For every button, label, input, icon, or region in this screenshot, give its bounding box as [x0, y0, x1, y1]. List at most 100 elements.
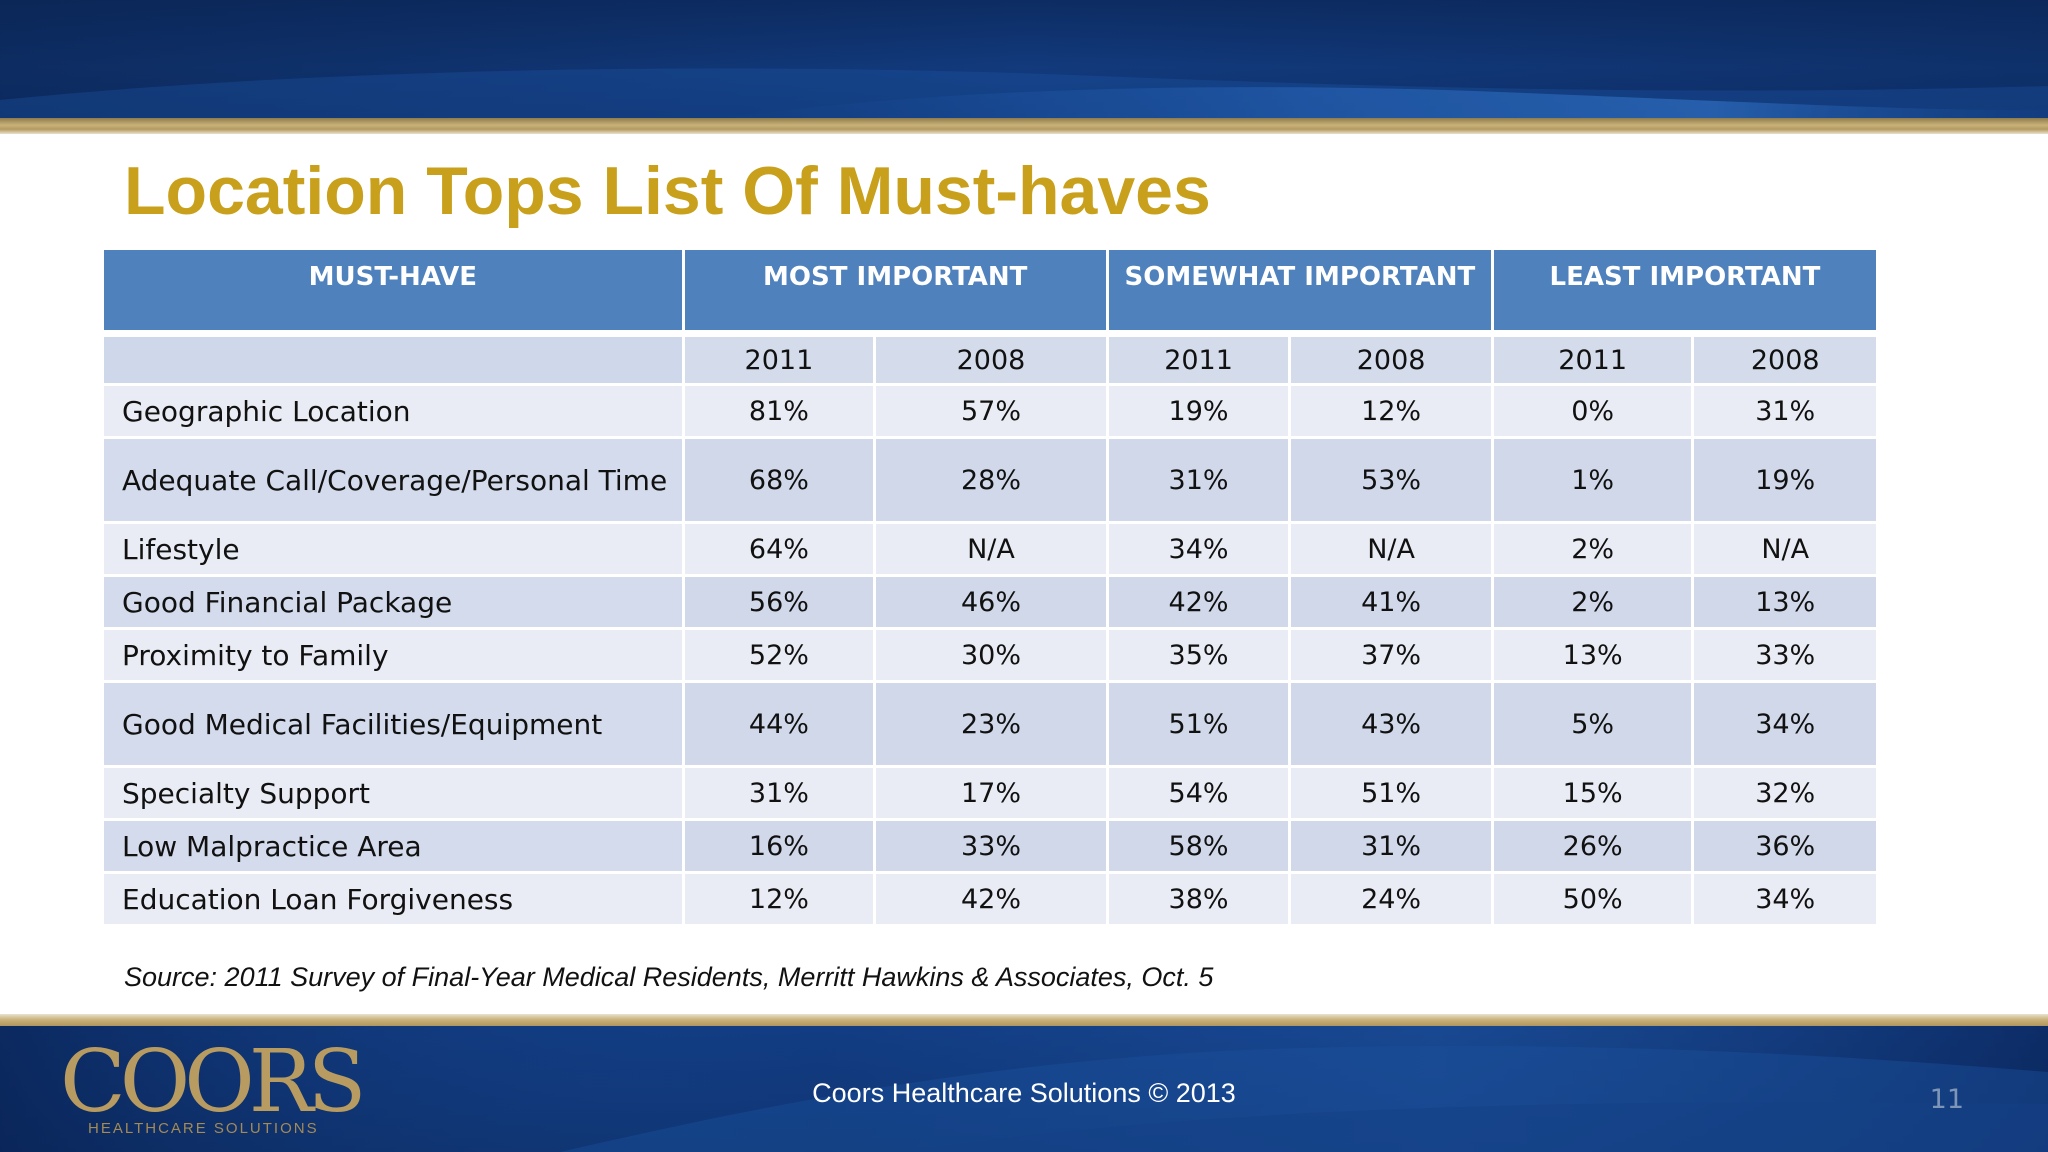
- cell-value: 58%: [1108, 821, 1289, 871]
- cell-value: 31%: [684, 768, 874, 818]
- year-cell: 2011: [1493, 337, 1692, 383]
- footer-copyright: Coors Healthcare Solutions © 2013: [812, 1078, 1236, 1108]
- cell-value: 44%: [684, 683, 874, 765]
- year-empty-cell: [104, 337, 682, 383]
- cell-value: 81%: [684, 386, 874, 436]
- cell-value: 46%: [876, 577, 1106, 627]
- cell-value: 19%: [1108, 386, 1289, 436]
- row-label: Adequate Call/Coverage/Personal Time: [104, 439, 682, 521]
- header-most-important: MOST IMPORTANT: [684, 250, 1106, 330]
- cell-value: 42%: [876, 874, 1106, 924]
- cell-value: 28%: [876, 439, 1106, 521]
- table-gap: [104, 333, 1876, 334]
- cell-value: 26%: [1493, 821, 1692, 871]
- cell-value: 56%: [684, 577, 874, 627]
- cell-value: 0%: [1493, 386, 1692, 436]
- cell-value: 17%: [876, 768, 1106, 818]
- table-gap-row: [104, 333, 1876, 334]
- cell-value: 35%: [1108, 630, 1289, 680]
- bottom-gold-band: [0, 1014, 2048, 1028]
- cell-value: 68%: [684, 439, 874, 521]
- table-header-row: MUST-HAVE MOST IMPORTANT SOMEWHAT IMPORT…: [104, 250, 1876, 330]
- row-label: Lifestyle: [104, 524, 682, 574]
- logo-wordmark: COORS: [60, 1032, 366, 1132]
- cell-value: 41%: [1291, 577, 1491, 627]
- source-citation: Source: 2011 Survey of Final-Year Medica…: [124, 962, 1214, 992]
- must-have-table: MUST-HAVE MOST IMPORTANT SOMEWHAT IMPORT…: [104, 250, 1876, 927]
- cell-value: 13%: [1694, 577, 1876, 627]
- year-cell: 2011: [684, 337, 874, 383]
- cell-value: N/A: [1694, 524, 1876, 574]
- cell-value: 1%: [1493, 439, 1692, 521]
- cell-value: 34%: [1694, 683, 1876, 765]
- cell-value: 24%: [1291, 874, 1491, 924]
- cell-value: 12%: [1291, 386, 1491, 436]
- cell-value: 12%: [684, 874, 874, 924]
- cell-value: 30%: [876, 630, 1106, 680]
- cell-value: 36%: [1694, 821, 1876, 871]
- cell-value: 16%: [684, 821, 874, 871]
- cell-value: 31%: [1694, 386, 1876, 436]
- cell-value: 34%: [1694, 874, 1876, 924]
- cell-value: 31%: [1108, 439, 1289, 521]
- cell-value: 51%: [1291, 768, 1491, 818]
- cell-value: 5%: [1493, 683, 1692, 765]
- cell-value: 2%: [1493, 577, 1692, 627]
- top-banner: [0, 0, 2048, 122]
- cell-value: 32%: [1694, 768, 1876, 818]
- page-number: 11: [1929, 1084, 1964, 1115]
- cell-value: 33%: [1694, 630, 1876, 680]
- cell-value: 54%: [1108, 768, 1289, 818]
- cell-value: 15%: [1493, 768, 1692, 818]
- slide-title: Location Tops List Of Must-haves: [124, 153, 1211, 229]
- table-row: Good Medical Facilities/Equipment 44% 23…: [104, 683, 1876, 765]
- cell-value: 64%: [684, 524, 874, 574]
- header-must-have: MUST-HAVE: [104, 250, 682, 330]
- cell-value: 13%: [1493, 630, 1692, 680]
- table-row: Geographic Location 81% 57% 19% 12% 0% 3…: [104, 386, 1876, 436]
- row-label: Good Financial Package: [104, 577, 682, 627]
- table-row: Lifestyle 64% N/A 34% N/A 2% N/A: [104, 524, 1876, 574]
- cell-value: 19%: [1694, 439, 1876, 521]
- header-somewhat-important: SOMEWHAT IMPORTANT: [1108, 250, 1491, 330]
- cell-value: 43%: [1291, 683, 1491, 765]
- cell-value: 52%: [684, 630, 874, 680]
- cell-value: 42%: [1108, 577, 1289, 627]
- year-cell: 2008: [876, 337, 1106, 383]
- table-row: Specialty Support 31% 17% 54% 51% 15% 32…: [104, 768, 1876, 818]
- cell-value: N/A: [876, 524, 1106, 574]
- row-label: Education Loan Forgiveness: [104, 874, 682, 924]
- table-row: Adequate Call/Coverage/Personal Time 68%…: [104, 439, 1876, 521]
- table-row: Proximity to Family 52% 30% 35% 37% 13% …: [104, 630, 1876, 680]
- cell-value: N/A: [1291, 524, 1491, 574]
- row-label: Geographic Location: [104, 386, 682, 436]
- table-row: Education Loan Forgiveness 12% 42% 38% 2…: [104, 874, 1876, 924]
- cell-value: 37%: [1291, 630, 1491, 680]
- cell-value: 53%: [1291, 439, 1491, 521]
- cell-value: 23%: [876, 683, 1106, 765]
- row-label: Proximity to Family: [104, 630, 682, 680]
- year-cell: 2008: [1291, 337, 1491, 383]
- cell-value: 50%: [1493, 874, 1692, 924]
- header-least-important: LEAST IMPORTANT: [1493, 250, 1876, 330]
- year-cell: 2008: [1694, 337, 1876, 383]
- row-label: Low Malpractice Area: [104, 821, 682, 871]
- cell-value: 34%: [1108, 524, 1289, 574]
- table-row: Good Financial Package 56% 46% 42% 41% 2…: [104, 577, 1876, 627]
- cell-value: 2%: [1493, 524, 1692, 574]
- logo-subtitle: HEALTHCARE SOLUTIONS: [88, 1120, 319, 1137]
- table-row: Low Malpractice Area 16% 33% 58% 31% 26%…: [104, 821, 1876, 871]
- year-cell: 2011: [1108, 337, 1289, 383]
- table-year-row: 2011 2008 2011 2008 2011 2008: [104, 337, 1876, 383]
- cell-value: 57%: [876, 386, 1106, 436]
- cell-value: 38%: [1108, 874, 1289, 924]
- bottom-banner: [0, 1026, 2048, 1152]
- cell-value: 31%: [1291, 821, 1491, 871]
- top-banner-swoosh: [0, 0, 2048, 122]
- coors-logo: COORS HEALTHCARE SOLUTIONS: [60, 1032, 366, 1148]
- cell-value: 51%: [1108, 683, 1289, 765]
- cell-value: 33%: [876, 821, 1106, 871]
- bottom-banner-swoosh: [0, 1026, 2048, 1152]
- top-gold-band: [0, 118, 2048, 134]
